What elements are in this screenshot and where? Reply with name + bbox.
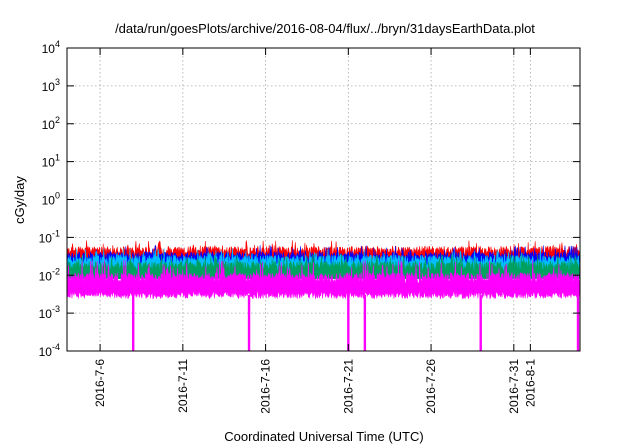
y-tick-label: 10-2: [39, 266, 60, 283]
dropout-spike: [363, 295, 367, 351]
y-tick-label: 10-4: [39, 342, 60, 359]
series-layer: [66, 239, 581, 351]
y-axis-label: cGy/day: [12, 176, 27, 224]
grid: [67, 48, 580, 351]
x-tick-label: 2016-7-11: [176, 359, 190, 413]
y-tick-label: 10-1: [39, 228, 60, 245]
y-tick-label: 103: [42, 77, 60, 94]
dropout-spike: [131, 295, 135, 351]
x-tick-label: 2016-7-31: [507, 359, 521, 414]
x-tick-label: 2016-7-16: [259, 359, 273, 414]
y-axis: 10-4 10-3 10-2 10-1 100 101 102 103 104: [39, 39, 580, 359]
y-tick-label: 102: [42, 115, 60, 132]
x-tick-label: 2016-7-26: [424, 359, 438, 414]
x-tick-label: 2016-8-1: [523, 359, 537, 407]
y-tick-label: 101: [42, 153, 60, 170]
dropout-spike: [247, 295, 251, 351]
series-3: [66, 253, 581, 280]
dropout-spike: [479, 295, 482, 351]
x-tick-label: 2016-7-21: [341, 359, 355, 414]
x-axis-label: Coordinated Universal Time (UTC): [224, 429, 423, 444]
dropout-spike: [347, 295, 350, 351]
x-axis: 2016-7-6 2016-7-11 2016-7-16 2016-7-21 2016-…: [93, 48, 537, 414]
dropout-spike: [576, 295, 580, 351]
y-tick-label: 100: [42, 191, 60, 208]
x-tick-label: 2016-7-6: [93, 359, 107, 407]
y-tick-label: 104: [42, 39, 60, 56]
chart-title: /data/run/goesPlots/archive/2016-08-04/f…: [115, 21, 535, 36]
y-tick-label: 10-3: [39, 304, 60, 321]
